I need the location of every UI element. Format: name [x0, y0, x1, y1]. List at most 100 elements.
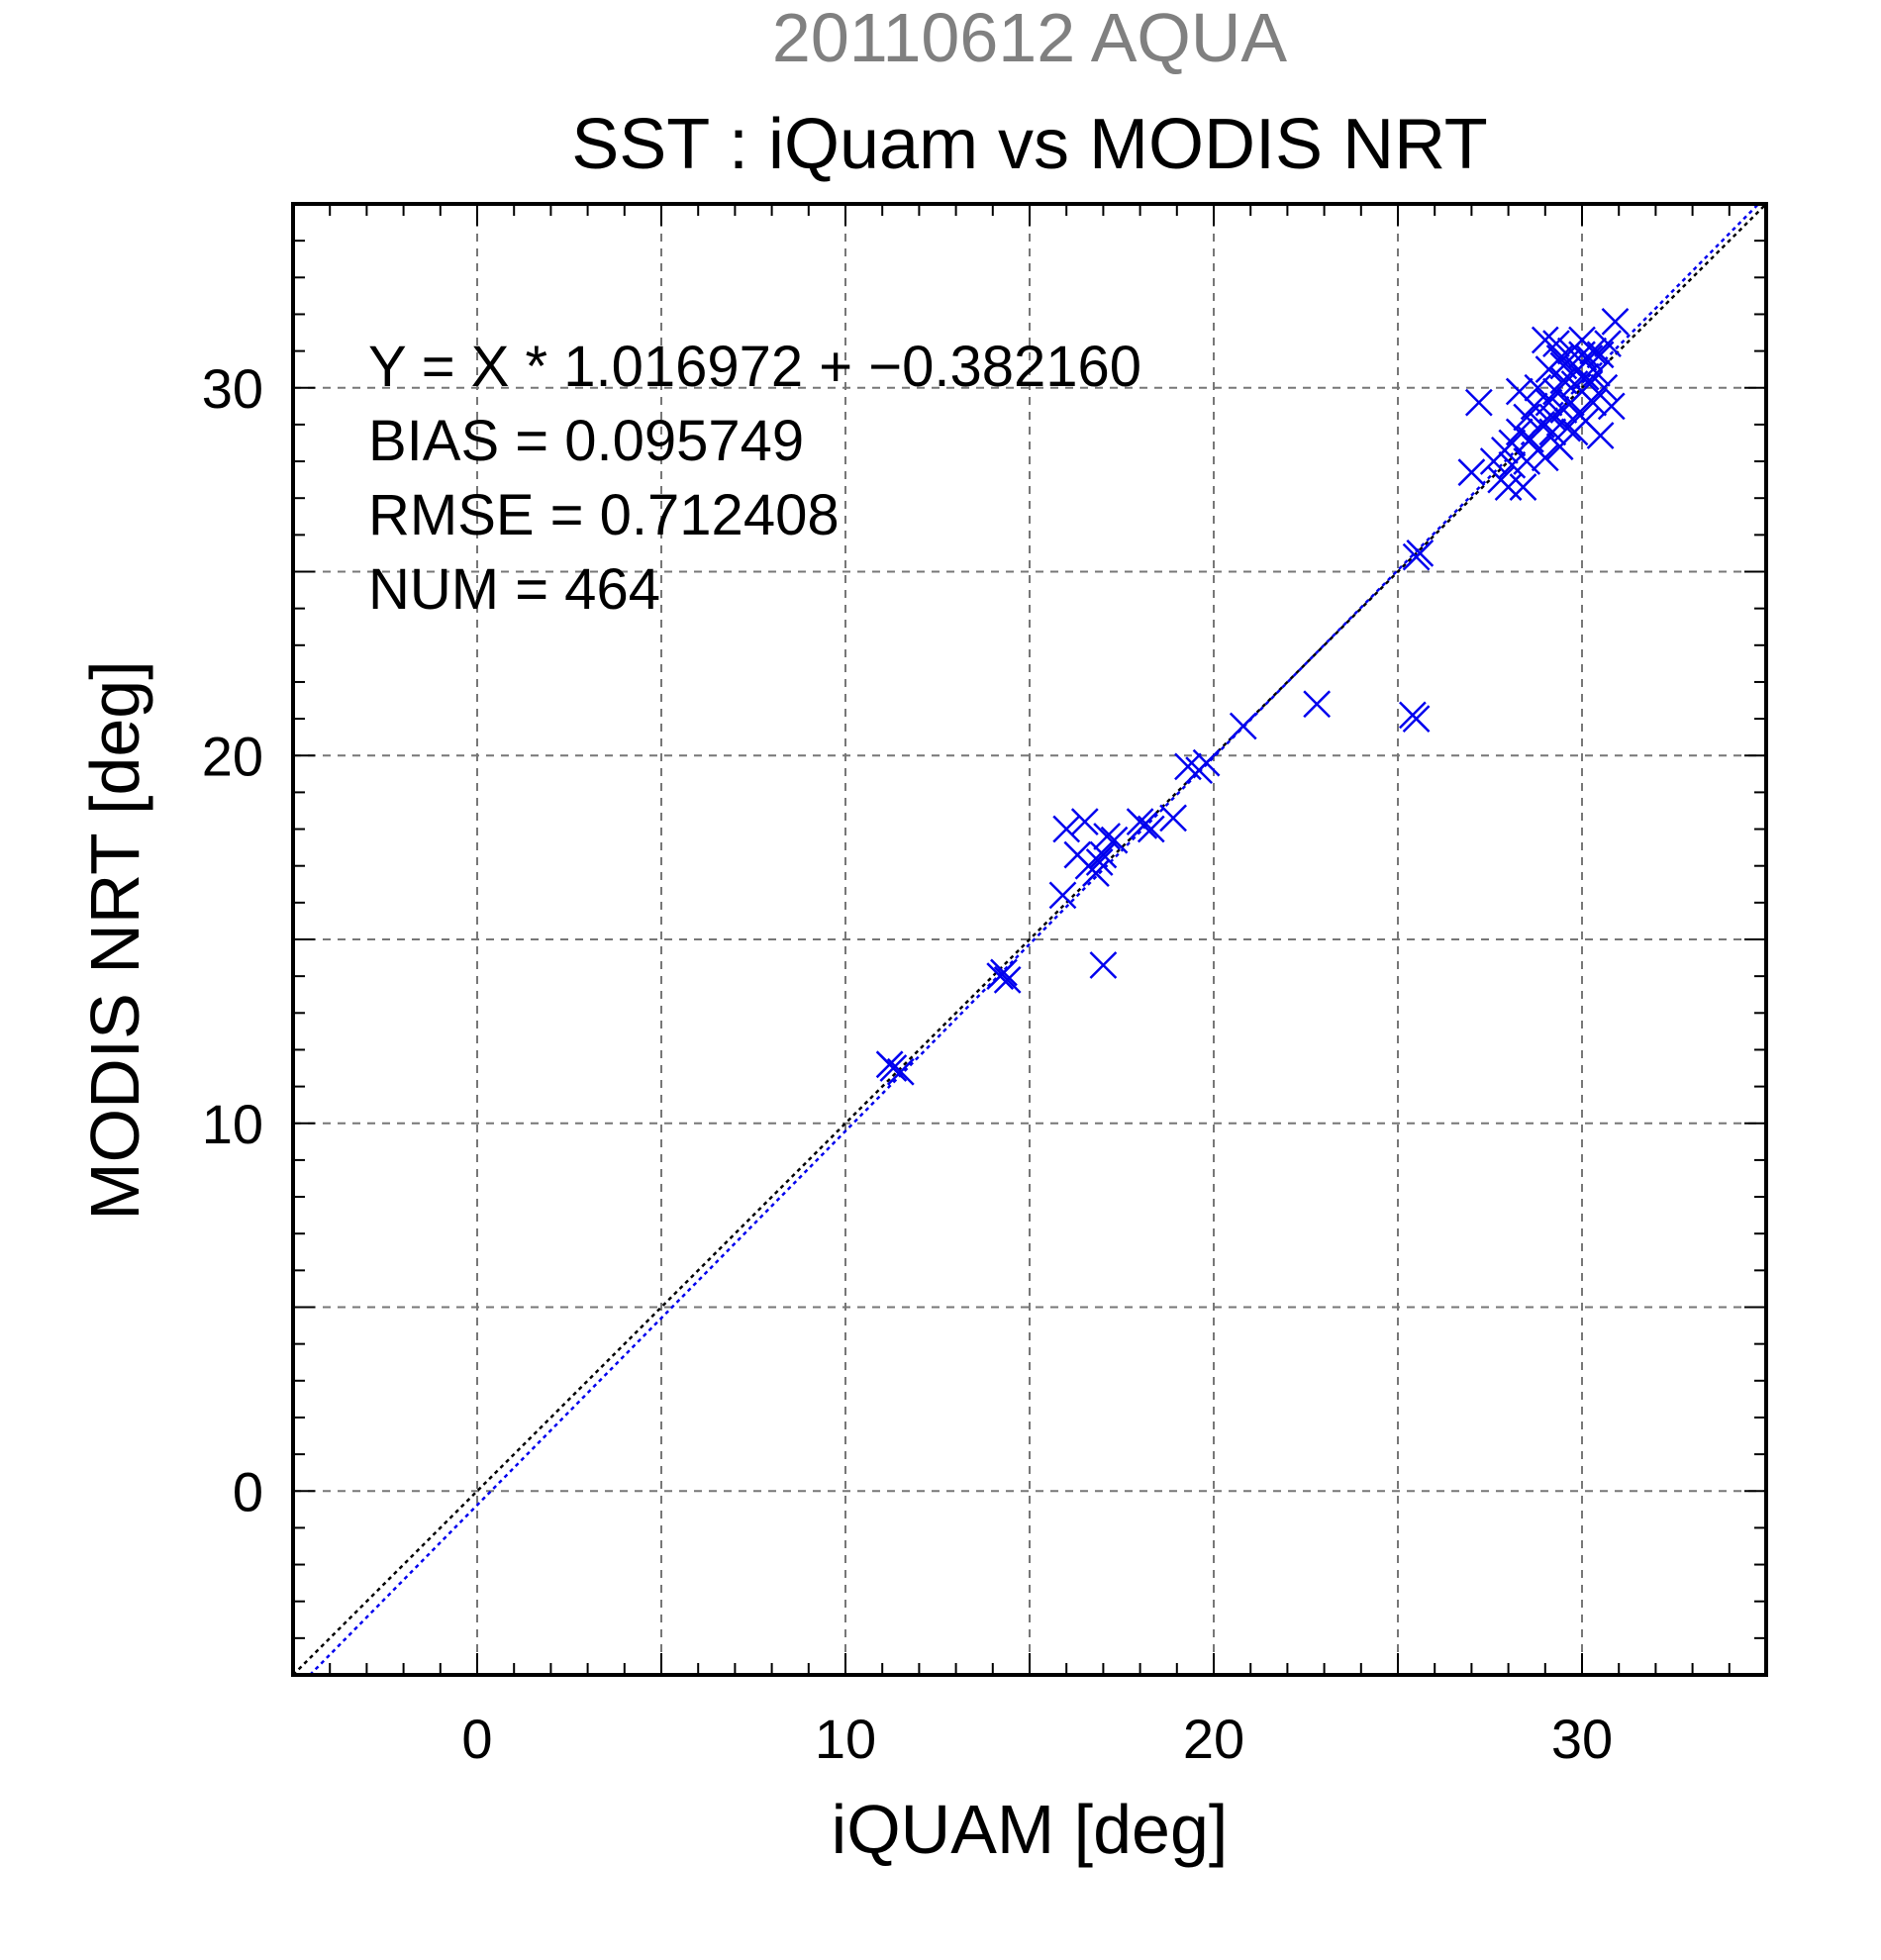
data-point-stroke: [1517, 425, 1544, 453]
data-point-stroke: [1575, 344, 1604, 372]
data-point-stroke: [1052, 815, 1081, 843]
data-point-stroke: [1303, 690, 1332, 719]
data-point: [1601, 307, 1630, 336]
stats-regression: Y = X * 1.016972 + −0.382160: [368, 335, 1141, 399]
data-point: [1085, 848, 1114, 876]
data-point: [1464, 388, 1493, 417]
data-point: [1549, 351, 1578, 380]
stats-num: NUM = 464: [368, 557, 660, 622]
data-point-stroke: [1597, 392, 1626, 421]
data-point-stroke: [886, 1057, 915, 1086]
data-point-stroke: [1505, 418, 1534, 446]
y-tick-label: 30: [202, 357, 263, 420]
data-point-stroke: [993, 965, 1022, 994]
data-point-stroke: [1048, 881, 1077, 910]
data-point-stroke: [1531, 443, 1559, 472]
data-point-stroke: [1549, 366, 1578, 395]
data-point: [1052, 815, 1081, 843]
data-point-stroke: [1089, 951, 1118, 979]
data-point: [1579, 388, 1608, 417]
data-point-stroke: [1509, 473, 1537, 501]
data-point-stroke: [1594, 330, 1622, 358]
x-tick-label: 30: [1551, 1708, 1613, 1770]
data-point: [1531, 443, 1559, 472]
data-point-stroke: [1100, 826, 1129, 854]
stats-bias: BIAS = 0.095749: [368, 409, 804, 473]
data-point: [1553, 414, 1582, 442]
data-point-stroke: [1464, 388, 1493, 417]
data-point: [1089, 951, 1118, 979]
data-point-stroke: [1575, 370, 1604, 398]
plot-frame: [291, 202, 1768, 1677]
tick-labels: 0 10 20 30 0 10 20 30: [202, 357, 1613, 1770]
data-point: [993, 965, 1022, 994]
data-point: [1586, 422, 1615, 449]
data-point-stroke: [1586, 422, 1615, 449]
data-point: [886, 1057, 915, 1086]
data-points: [875, 307, 1630, 1086]
data-point-stroke: [1549, 351, 1578, 380]
data-point: [1549, 366, 1578, 395]
data-point: [1100, 826, 1129, 854]
data-point-stroke: [1553, 414, 1582, 442]
data-point-stroke: [1531, 326, 1559, 354]
data-point: [1494, 473, 1523, 501]
data-point-stroke: [1601, 307, 1630, 336]
data-point-stroke: [1542, 330, 1570, 358]
data-point-stroke: [1457, 458, 1486, 487]
chart-title: SST : iQuam vs MODIS NRT: [571, 105, 1488, 184]
data-point: [1229, 712, 1257, 740]
data-point: [1594, 330, 1622, 358]
x-tick-label: 20: [1183, 1708, 1244, 1770]
data-point-stroke: [1538, 403, 1567, 432]
y-tick-label: 0: [233, 1460, 263, 1522]
x-tick-label: 0: [461, 1708, 492, 1770]
data-point: [1402, 705, 1431, 733]
data-point: [1531, 326, 1559, 354]
data-point-stroke: [1524, 373, 1552, 402]
data-point: [1538, 403, 1567, 432]
data-point: [1159, 804, 1187, 833]
data-point-stroke: [1494, 473, 1523, 501]
data-point-stroke: [1402, 705, 1431, 733]
data-point-stroke: [1590, 373, 1619, 402]
stats-box: Y = X * 1.016972 + −0.382160 BIAS = 0.09…: [368, 335, 1141, 622]
y-axis-label: MODIS NRT [deg]: [76, 660, 153, 1220]
x-tick-label: 10: [815, 1708, 876, 1770]
data-point-stroke: [1082, 859, 1110, 888]
data-point: [1524, 373, 1552, 402]
data-point: [1406, 539, 1435, 567]
data-point-stroke: [1070, 808, 1099, 836]
x-axis-label: iQUAM [deg]: [832, 1791, 1229, 1868]
data-point-stroke: [1192, 748, 1221, 777]
data-point-stroke: [1130, 811, 1158, 839]
data-point: [1575, 370, 1604, 398]
data-point: [1174, 752, 1202, 781]
data-point-stroke: [1089, 840, 1118, 869]
chart-date-label: 20110612 AQUA: [772, 0, 1288, 76]
data-point-stroke: [1159, 804, 1187, 833]
data-point: [1048, 881, 1077, 910]
data-point-stroke: [879, 1054, 908, 1082]
data-point-stroke: [1085, 848, 1114, 876]
data-point: [1509, 473, 1537, 501]
data-point: [1303, 690, 1332, 719]
data-point: [1597, 392, 1626, 421]
data-point-stroke: [1406, 539, 1435, 567]
data-point-stroke: [1229, 712, 1257, 740]
data-point: [1130, 811, 1158, 839]
data-point-stroke: [1579, 388, 1608, 417]
y-tick-label: 20: [202, 725, 263, 787]
data-point: [1571, 362, 1600, 391]
data-point-stroke: [990, 958, 1018, 987]
data-point-stroke: [1571, 407, 1600, 436]
data-point: [879, 1054, 908, 1082]
data-point: [1082, 859, 1110, 888]
data-point-stroke: [1579, 337, 1608, 365]
grid-lines: [293, 204, 1766, 1675]
data-point: [1089, 840, 1118, 869]
data-point-stroke: [1571, 362, 1600, 391]
data-point: [1192, 748, 1221, 777]
data-point: [1575, 344, 1604, 372]
